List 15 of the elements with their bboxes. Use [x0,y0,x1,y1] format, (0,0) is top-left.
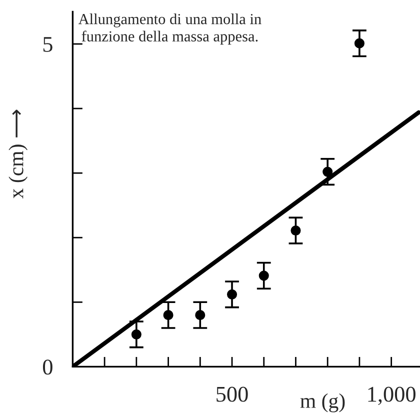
point [290,225,301,236]
y-tick-label: 0 [42,360,52,375]
point [163,310,174,320]
point [322,166,333,177]
x-axis-title: m (g) [300,393,345,412]
y-axis-title: x (cm) ⟶ [8,110,28,199]
x-tick-label: 1,000 [368,386,416,405]
point [226,289,238,300]
point [195,310,206,320]
x-tick-label: 500 [216,386,248,402]
point [258,270,269,281]
point [131,329,142,340]
y-tick-label: 5 [43,37,52,52]
point [354,38,364,48]
text: Allungamento di una molla in funzione della massa appesa. [78,13,262,45]
